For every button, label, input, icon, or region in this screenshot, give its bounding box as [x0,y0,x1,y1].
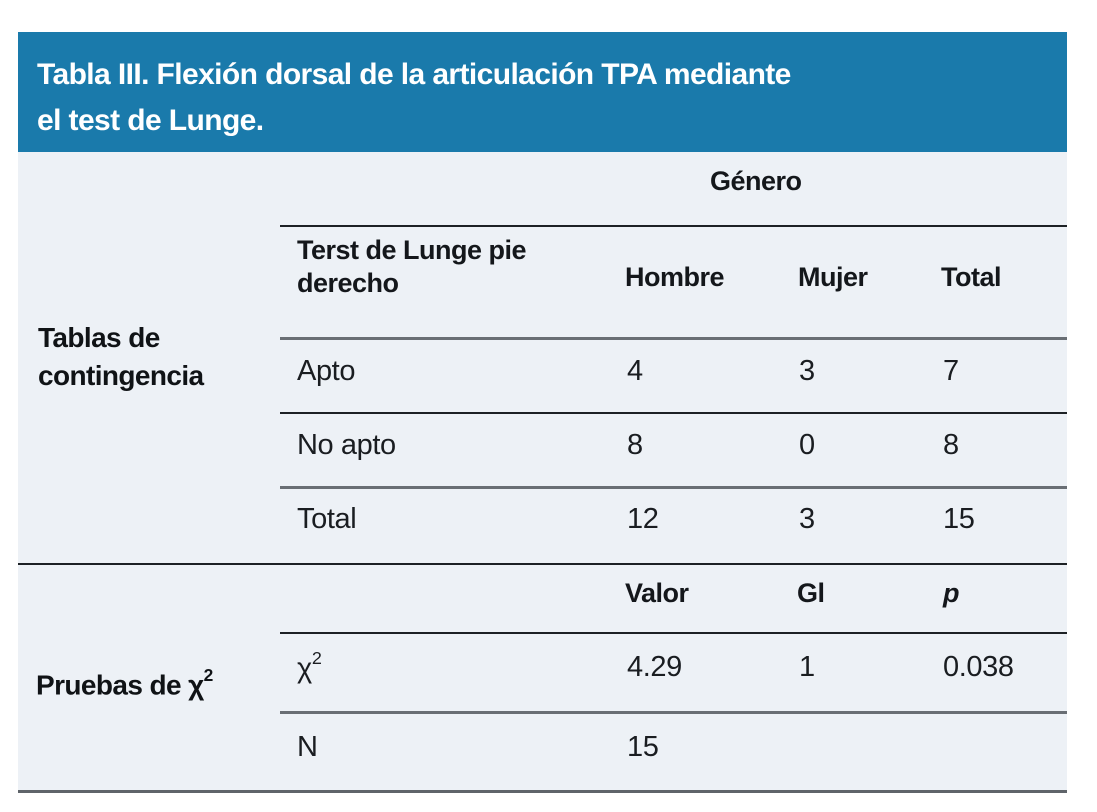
rule-under-contingency-header [280,337,1067,340]
rule-under-apto [280,412,1067,414]
rule-under-genero [280,225,1067,227]
row-label-total: Total [297,503,357,535]
cell-total-mujer: 3 [799,503,815,535]
cell-noapto-total: 8 [943,429,959,461]
section-label-chi-tests: Pruebas de χ2 [36,659,213,704]
cell-noapto-mujer: 0 [799,429,815,461]
rule-under-no-apto [280,486,1067,489]
col-header-mujer: Mujer [798,262,868,292]
row-label-n: N [297,731,318,763]
chi-row-symbol: χ [297,652,312,685]
cell-total-total: 15 [943,503,975,535]
table-title-line2: el test de Lunge. [37,104,264,137]
rule-under-chi-header [280,632,1067,634]
col-header-total: Total [941,262,1002,292]
cell-chi-gl: 1 [799,651,815,683]
col-header-hombre: Hombre [625,262,725,292]
cell-chi-valor: 4.29 [627,651,682,683]
cell-noapto-hombre: 8 [627,429,643,461]
col-header-gl: Gl [797,578,825,608]
row-label-chi-square: χ2 [297,648,322,686]
row-label-no-apto: No apto [297,429,396,461]
table-title-line1: Tabla III. Flexión dorsal de la articula… [37,58,791,91]
col-header-p: p [943,578,960,608]
chi-label-prefix: Pruebas de [36,669,189,701]
table-body-background [18,152,1067,793]
cell-total-hombre: 12 [627,503,659,535]
cell-chi-p: 0.038 [943,651,1014,683]
table-title-bar: Tabla III. Flexión dorsal de la articula… [18,32,1067,152]
table-card: Tabla III. Flexión dorsal de la articula… [18,32,1067,793]
row-label-apto: Apto [297,355,356,387]
section-label-contingency: Tablas de contingencia [38,322,204,391]
group-header-genero: Género [710,166,802,196]
row-header-test-lunge: Terst de Lunge pie derecho [297,235,527,298]
chi-symbol: χ [188,669,204,701]
rule-table-bottom [18,790,1067,793]
col-header-valor: Valor [625,578,689,608]
chi-exponent: 2 [203,665,214,686]
rule-under-chi-row [280,711,1067,714]
cell-apto-hombre: 4 [627,355,643,387]
rule-section-divider [18,563,1067,565]
cell-apto-mujer: 3 [799,355,815,387]
cell-n-valor: 15 [627,731,659,763]
cell-apto-total: 7 [943,355,959,387]
chi-row-exponent: 2 [311,648,322,669]
